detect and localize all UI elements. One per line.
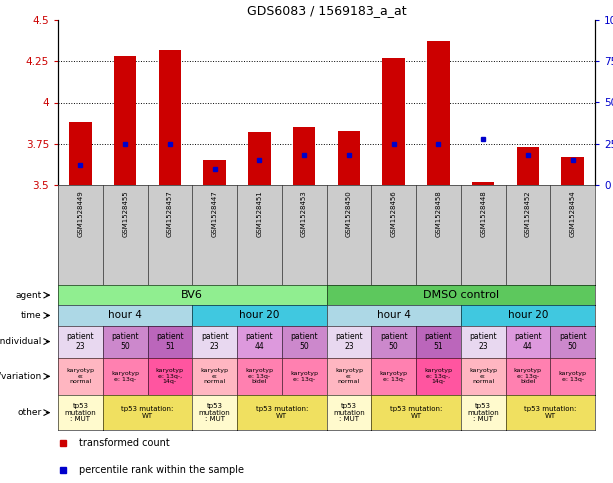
Text: GSM1528457: GSM1528457 (167, 190, 173, 237)
Text: BV6: BV6 (181, 290, 203, 300)
Bar (517, 147, 539, 185)
Text: tp53 mutation:
WT: tp53 mutation: WT (256, 406, 308, 419)
Text: hour 20: hour 20 (239, 311, 280, 320)
Text: karyotyp
e:
normal: karyotyp e: normal (335, 369, 363, 384)
Text: karyotyp
e: 13q-: karyotyp e: 13q- (379, 371, 408, 382)
Text: tp53 mutation:
WT: tp53 mutation: WT (121, 406, 173, 419)
Text: patient
44: patient 44 (246, 332, 273, 351)
Text: hour 4: hour 4 (108, 311, 142, 320)
Text: tp53
mutation
: MUT: tp53 mutation : MUT (333, 403, 365, 422)
Text: patient
51: patient 51 (156, 332, 184, 351)
Text: tp53 mutation:
WT: tp53 mutation: WT (524, 406, 576, 419)
Text: patient
23: patient 23 (335, 332, 363, 351)
Text: time: time (21, 311, 42, 320)
Text: karyotyp
e: 13q-: karyotyp e: 13q- (290, 371, 318, 382)
Text: tp53 mutation:
WT: tp53 mutation: WT (390, 406, 442, 419)
Text: karyotyp
e:
normal: karyotyp e: normal (200, 369, 229, 384)
Text: GSM1528452: GSM1528452 (525, 190, 531, 237)
Text: GSM1528455: GSM1528455 (122, 190, 128, 237)
Text: patient
23: patient 23 (470, 332, 497, 351)
Text: individual: individual (0, 337, 42, 346)
Text: patient
44: patient 44 (514, 332, 542, 351)
Text: transformed count: transformed count (80, 438, 170, 448)
Text: GSM1528448: GSM1528448 (480, 190, 486, 237)
Text: patient
50: patient 50 (380, 332, 408, 351)
Text: patient
50: patient 50 (112, 332, 139, 351)
Text: tp53
mutation
: MUT: tp53 mutation : MUT (64, 403, 96, 422)
Bar (562, 157, 584, 185)
Text: GSM1528450: GSM1528450 (346, 190, 352, 237)
Text: patient
50: patient 50 (559, 332, 587, 351)
Bar (383, 58, 405, 185)
Text: patient
51: patient 51 (425, 332, 452, 351)
Bar (472, 182, 494, 185)
Bar (204, 160, 226, 185)
Text: agent: agent (15, 291, 42, 299)
Text: karyotyp
e: 13q-
bidel: karyotyp e: 13q- bidel (245, 369, 273, 384)
Text: GSM1528449: GSM1528449 (77, 190, 83, 237)
Text: karyotyp
e: 13q-: karyotyp e: 13q- (558, 371, 587, 382)
Text: GSM1528447: GSM1528447 (211, 190, 218, 237)
Text: tp53
mutation
: MUT: tp53 mutation : MUT (199, 403, 230, 422)
Text: karyotyp
e:
normal: karyotyp e: normal (66, 369, 94, 384)
Bar (248, 132, 270, 185)
Text: percentile rank within the sample: percentile rank within the sample (80, 465, 245, 475)
Text: hour 4: hour 4 (376, 311, 411, 320)
Text: karyotyp
e:
normal: karyotyp e: normal (469, 369, 497, 384)
Text: karyotyp
e: 13q-,
14q-: karyotyp e: 13q-, 14q- (156, 369, 184, 384)
Text: patient
23: patient 23 (201, 332, 229, 351)
Bar (338, 130, 360, 185)
Text: patient
50: patient 50 (291, 332, 318, 351)
Bar (427, 42, 449, 185)
Text: patient
23: patient 23 (67, 332, 94, 351)
Text: GSM1528453: GSM1528453 (301, 190, 307, 237)
Text: karyotyp
e: 13q-: karyotyp e: 13q- (111, 371, 139, 382)
Text: GSM1528454: GSM1528454 (569, 190, 576, 237)
Bar (159, 50, 181, 185)
Text: genotype/variation: genotype/variation (0, 372, 42, 381)
Title: GDS6083 / 1569183_a_at: GDS6083 / 1569183_a_at (246, 4, 406, 17)
Text: GSM1528456: GSM1528456 (390, 190, 397, 237)
Text: GSM1528458: GSM1528458 (435, 190, 441, 237)
Text: other: other (18, 408, 42, 417)
Bar (114, 57, 136, 185)
Text: karyotyp
e: 13q-,
14q-: karyotyp e: 13q-, 14q- (424, 369, 452, 384)
Bar (69, 122, 91, 185)
Text: DMSO control: DMSO control (423, 290, 499, 300)
Bar (293, 127, 315, 185)
Text: karyotyp
e: 13q-
bidel: karyotyp e: 13q- bidel (514, 369, 542, 384)
Text: hour 20: hour 20 (508, 311, 548, 320)
Text: GSM1528451: GSM1528451 (256, 190, 262, 237)
Text: tp53
mutation
: MUT: tp53 mutation : MUT (467, 403, 499, 422)
